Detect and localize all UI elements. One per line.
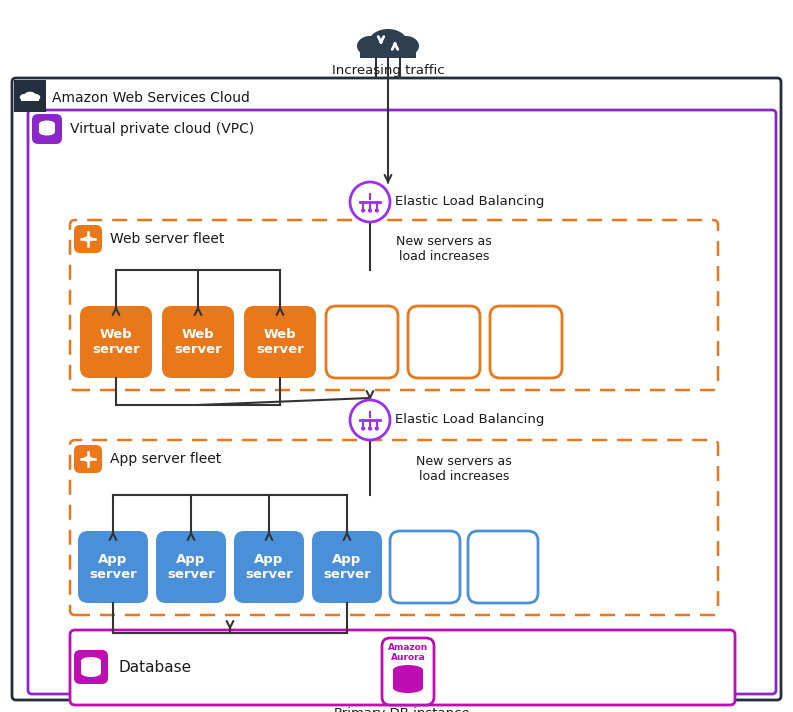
FancyBboxPatch shape <box>162 306 234 378</box>
Ellipse shape <box>393 665 423 675</box>
FancyBboxPatch shape <box>70 220 718 390</box>
Circle shape <box>374 209 379 213</box>
Ellipse shape <box>386 38 406 54</box>
Text: App
server: App server <box>167 553 215 581</box>
FancyBboxPatch shape <box>382 638 434 705</box>
Circle shape <box>350 182 390 222</box>
Circle shape <box>368 426 372 431</box>
FancyBboxPatch shape <box>70 630 735 705</box>
Text: Web
server: Web server <box>256 328 304 356</box>
Ellipse shape <box>39 128 55 135</box>
Ellipse shape <box>24 95 31 100</box>
FancyBboxPatch shape <box>78 531 148 603</box>
FancyBboxPatch shape <box>468 531 538 603</box>
FancyBboxPatch shape <box>32 114 62 144</box>
FancyBboxPatch shape <box>28 110 776 694</box>
Bar <box>81 661 101 673</box>
Bar <box>393 670 423 688</box>
FancyBboxPatch shape <box>408 306 480 378</box>
FancyBboxPatch shape <box>74 650 108 684</box>
Ellipse shape <box>24 92 36 100</box>
FancyBboxPatch shape <box>156 531 226 603</box>
Text: New servers as
load increases: New servers as load increases <box>396 235 492 263</box>
Text: Amazon Web Services Cloud: Amazon Web Services Cloud <box>52 91 250 105</box>
Bar <box>39 124 55 132</box>
Text: Elastic Load Balancing: Elastic Load Balancing <box>395 194 544 207</box>
FancyBboxPatch shape <box>326 306 398 378</box>
Bar <box>14 80 46 112</box>
Text: Web
server: Web server <box>92 328 140 356</box>
FancyBboxPatch shape <box>312 531 382 603</box>
Text: App
server: App server <box>323 553 371 581</box>
Text: Database: Database <box>118 659 191 674</box>
Text: Primary DB instance: Primary DB instance <box>334 707 470 712</box>
Text: Amazon
Aurora: Amazon Aurora <box>388 643 428 662</box>
FancyBboxPatch shape <box>74 445 102 473</box>
Ellipse shape <box>32 94 40 100</box>
Text: App
server: App server <box>245 553 293 581</box>
FancyBboxPatch shape <box>74 225 102 253</box>
Bar <box>21 97 39 101</box>
Circle shape <box>368 209 372 213</box>
Text: App server fleet: App server fleet <box>110 452 221 466</box>
FancyBboxPatch shape <box>390 531 460 603</box>
Ellipse shape <box>29 95 36 100</box>
Circle shape <box>361 426 366 431</box>
FancyBboxPatch shape <box>490 306 562 378</box>
Text: Web server fleet: Web server fleet <box>110 232 224 246</box>
Bar <box>360 44 416 58</box>
FancyBboxPatch shape <box>12 78 781 700</box>
Text: App
server: App server <box>89 553 137 581</box>
Circle shape <box>374 426 379 431</box>
Ellipse shape <box>393 36 419 56</box>
Ellipse shape <box>81 669 101 677</box>
Ellipse shape <box>39 120 55 127</box>
Text: Elastic Load Balancing: Elastic Load Balancing <box>395 412 544 426</box>
Ellipse shape <box>357 36 383 56</box>
FancyBboxPatch shape <box>244 306 316 378</box>
Text: Web
server: Web server <box>174 328 222 356</box>
FancyBboxPatch shape <box>70 440 718 615</box>
FancyBboxPatch shape <box>80 306 152 378</box>
Ellipse shape <box>370 38 390 54</box>
Text: Increasing traffic: Increasing traffic <box>331 64 444 77</box>
Ellipse shape <box>20 94 29 100</box>
Ellipse shape <box>81 663 101 671</box>
Text: New servers as
load increases: New servers as load increases <box>416 455 511 483</box>
Ellipse shape <box>393 674 423 684</box>
Ellipse shape <box>369 29 407 55</box>
FancyBboxPatch shape <box>234 531 304 603</box>
Circle shape <box>350 400 390 440</box>
Ellipse shape <box>81 657 101 665</box>
Ellipse shape <box>393 683 423 693</box>
Text: Virtual private cloud (VPC): Virtual private cloud (VPC) <box>70 122 255 136</box>
Circle shape <box>361 209 366 213</box>
